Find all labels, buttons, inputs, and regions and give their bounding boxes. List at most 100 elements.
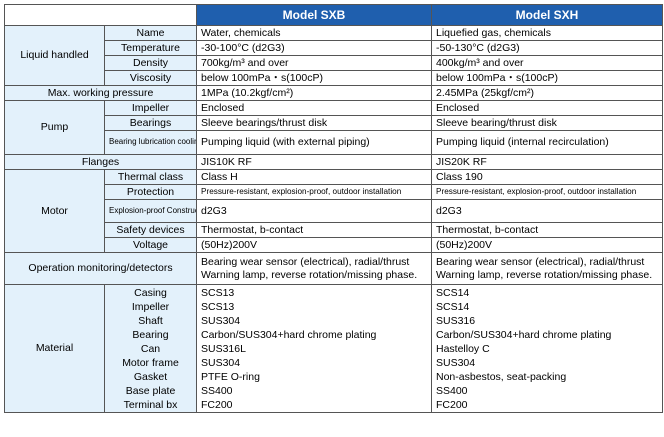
sxh-material: Carbon/SUS304+hard chrome plating bbox=[436, 328, 612, 341]
category-motor: Motor bbox=[4, 169, 105, 253]
sxb-value: Sleeve bearings/thrust disk bbox=[196, 115, 432, 131]
sxh-material: SUS316 bbox=[436, 314, 476, 327]
sxh-value: (50Hz)200V bbox=[431, 237, 663, 253]
category-material: Material bbox=[4, 284, 105, 413]
model-sxb-header: Model SXB bbox=[196, 4, 432, 26]
sxh-material-values: SCS14 SCS14 SUS316 Carbon/SUS304+hard ch… bbox=[431, 284, 663, 413]
sxh-value: Bearing wear sensor (electrical), radial… bbox=[431, 252, 663, 285]
model-sxh-header: Model SXH bbox=[431, 4, 663, 26]
sxh-operation-line-2: Warning lamp, reverse rotation/missing p… bbox=[436, 268, 653, 281]
sxh-material: SCS14 bbox=[436, 300, 470, 313]
row-label: Bearings bbox=[104, 115, 197, 131]
material-name: Motor frame bbox=[122, 356, 179, 369]
material-name: Bearing bbox=[132, 328, 169, 341]
sxb-value: Water, chemicals bbox=[196, 25, 432, 41]
sxh-material: FC200 bbox=[436, 398, 468, 411]
material-names: Casing Impeller Shaft Bearing Can Motor … bbox=[104, 284, 197, 413]
table-row: Liquid handled Name Water, chemicals Liq… bbox=[4, 25, 663, 86]
sxh-value: Pumping liquid (internal recirculation) bbox=[431, 130, 663, 155]
row-label: Name bbox=[104, 25, 197, 41]
table-row: Operation monitoring/detectors Bearing w… bbox=[4, 252, 663, 285]
table-row: Explosion-proof Construction d2G3 d2G3 bbox=[5, 199, 663, 223]
sxb-value: Pressure-resistant, explosion-proof, out… bbox=[196, 184, 432, 200]
material-name: Shaft bbox=[138, 314, 163, 327]
sxb-value: Bearing wear sensor (electrical), radial… bbox=[196, 252, 432, 285]
sxb-value: Enclosed bbox=[196, 100, 432, 116]
sxb-material-values: SCS13 SCS13 SUS304 Carbon/SUS304+hard ch… bbox=[196, 284, 432, 413]
sxb-material: SCS13 bbox=[201, 286, 235, 299]
sxh-value: below 100mPa・s(100cP) bbox=[431, 70, 663, 86]
sxh-value: Sleeve bearing/thrust disk bbox=[431, 115, 663, 131]
sxh-material: Non-asbestos, seat-packing bbox=[436, 370, 567, 383]
row-label: Safety devices bbox=[104, 222, 197, 238]
table-row: Temperature -30-100°C (d2G3) -50-130°C (… bbox=[5, 40, 663, 56]
sxh-value: Pressure-resistant, explosion-proof, out… bbox=[431, 184, 663, 200]
category-liquid-handled: Liquid handled bbox=[4, 25, 105, 86]
category-operation-monitoring: Operation monitoring/detectors bbox=[4, 252, 197, 285]
table-row: Pump Impeller Enclosed Enclosed bbox=[4, 100, 663, 155]
sxb-material: PTFE O-ring bbox=[201, 370, 260, 383]
sxb-value: d2G3 bbox=[196, 199, 432, 223]
sxb-value: 1MPa (10.2kgf/cm²) bbox=[196, 85, 432, 101]
row-label: Voltage bbox=[104, 237, 197, 253]
sxh-value: Enclosed bbox=[431, 100, 663, 116]
table-row: Voltage (50Hz)200V (50Hz)200V bbox=[5, 237, 663, 253]
row-label: Viscosity bbox=[104, 70, 197, 86]
material-name: Gasket bbox=[133, 370, 168, 383]
sxb-material: Carbon/SUS304+hard chrome plating bbox=[201, 328, 377, 341]
sxb-value: 700kg/m³ and over bbox=[196, 55, 432, 71]
table-row: Bearings Sleeve bearings/thrust disk Sle… bbox=[5, 115, 663, 131]
table-row: Max. working pressure 1MPa (10.2kgf/cm²)… bbox=[4, 85, 663, 101]
sxb-value: Class H bbox=[196, 169, 432, 185]
sxb-value: JIS10K RF bbox=[196, 154, 432, 170]
sxh-material: SS400 bbox=[436, 384, 468, 397]
sxh-value: Liquefied gas, chemicals bbox=[431, 25, 663, 41]
specification-table: Model SXB Model SXH Liquid handled Name … bbox=[4, 4, 663, 413]
row-label: Temperature bbox=[104, 40, 197, 56]
table-row: Flanges JIS10K RF JIS20K RF bbox=[4, 154, 663, 170]
category-max-pressure: Max. working pressure bbox=[4, 85, 197, 101]
row-label: Bearing lubrication cooling method bbox=[104, 130, 197, 155]
sxh-operation-line-1: Bearing wear sensor (electrical), radial… bbox=[436, 256, 645, 268]
category-pump: Pump bbox=[4, 100, 105, 155]
row-label: Explosion-proof Construction bbox=[104, 199, 197, 223]
table-row: Motor Thermal class Class H Class 190 bbox=[4, 169, 663, 253]
sxb-material: SUS316L bbox=[201, 342, 246, 355]
row-label: Density bbox=[104, 55, 197, 71]
row-label: Thermal class bbox=[104, 169, 197, 185]
sxb-operation-line-2: Warning lamp, reverse rotation/missing p… bbox=[201, 268, 418, 281]
sxb-operation-line-1: Bearing wear sensor (electrical), radial… bbox=[201, 256, 410, 268]
category-flanges: Flanges bbox=[4, 154, 197, 170]
sxb-material: SS400 bbox=[201, 384, 233, 397]
sxb-value: below 100mPa・s(100cP) bbox=[196, 70, 432, 86]
sxh-material: SCS14 bbox=[436, 286, 470, 299]
table-row: Material Casing Impeller Shaft Bearing C… bbox=[4, 284, 663, 413]
material-name: Impeller bbox=[131, 300, 170, 313]
material-name: Can bbox=[140, 342, 161, 355]
sxb-value: -30-100°C (d2G3) bbox=[196, 40, 432, 56]
sxh-value: Thermostat, b-contact bbox=[431, 222, 663, 238]
table-row: Density 700kg/m³ and over 400kg/m³ and o… bbox=[5, 55, 663, 71]
sxb-value: (50Hz)200V bbox=[196, 237, 432, 253]
sxh-material: Hastelloy C bbox=[436, 342, 490, 355]
sxb-material: SUS304 bbox=[201, 314, 241, 327]
sxh-value: 2.45MPa (25kgf/cm²) bbox=[431, 85, 663, 101]
header-corner bbox=[4, 4, 197, 26]
sxh-value: 400kg/m³ and over bbox=[431, 55, 663, 71]
material-name: Casing bbox=[134, 286, 167, 299]
row-label: Protection bbox=[104, 184, 197, 200]
sxh-material: SUS304 bbox=[436, 356, 476, 369]
sxb-material: SCS13 bbox=[201, 300, 235, 313]
sxh-value: -50-130°C (d2G3) bbox=[431, 40, 663, 56]
sxh-value: d2G3 bbox=[431, 199, 663, 223]
sxb-value: Thermostat, b-contact bbox=[196, 222, 432, 238]
row-label: Impeller bbox=[104, 100, 197, 116]
header-row: Model SXB Model SXH bbox=[4, 4, 663, 26]
sxb-value: Pumping liquid (with external piping) bbox=[196, 130, 432, 155]
table-row: Protection Pressure-resistant, explosion… bbox=[5, 184, 663, 200]
sxh-value: Class 190 bbox=[431, 169, 663, 185]
sxb-material: FC200 bbox=[201, 398, 233, 411]
sxb-material: SUS304 bbox=[201, 356, 241, 369]
material-name: Terminal bx bbox=[123, 398, 178, 411]
material-name: Base plate bbox=[125, 384, 176, 397]
